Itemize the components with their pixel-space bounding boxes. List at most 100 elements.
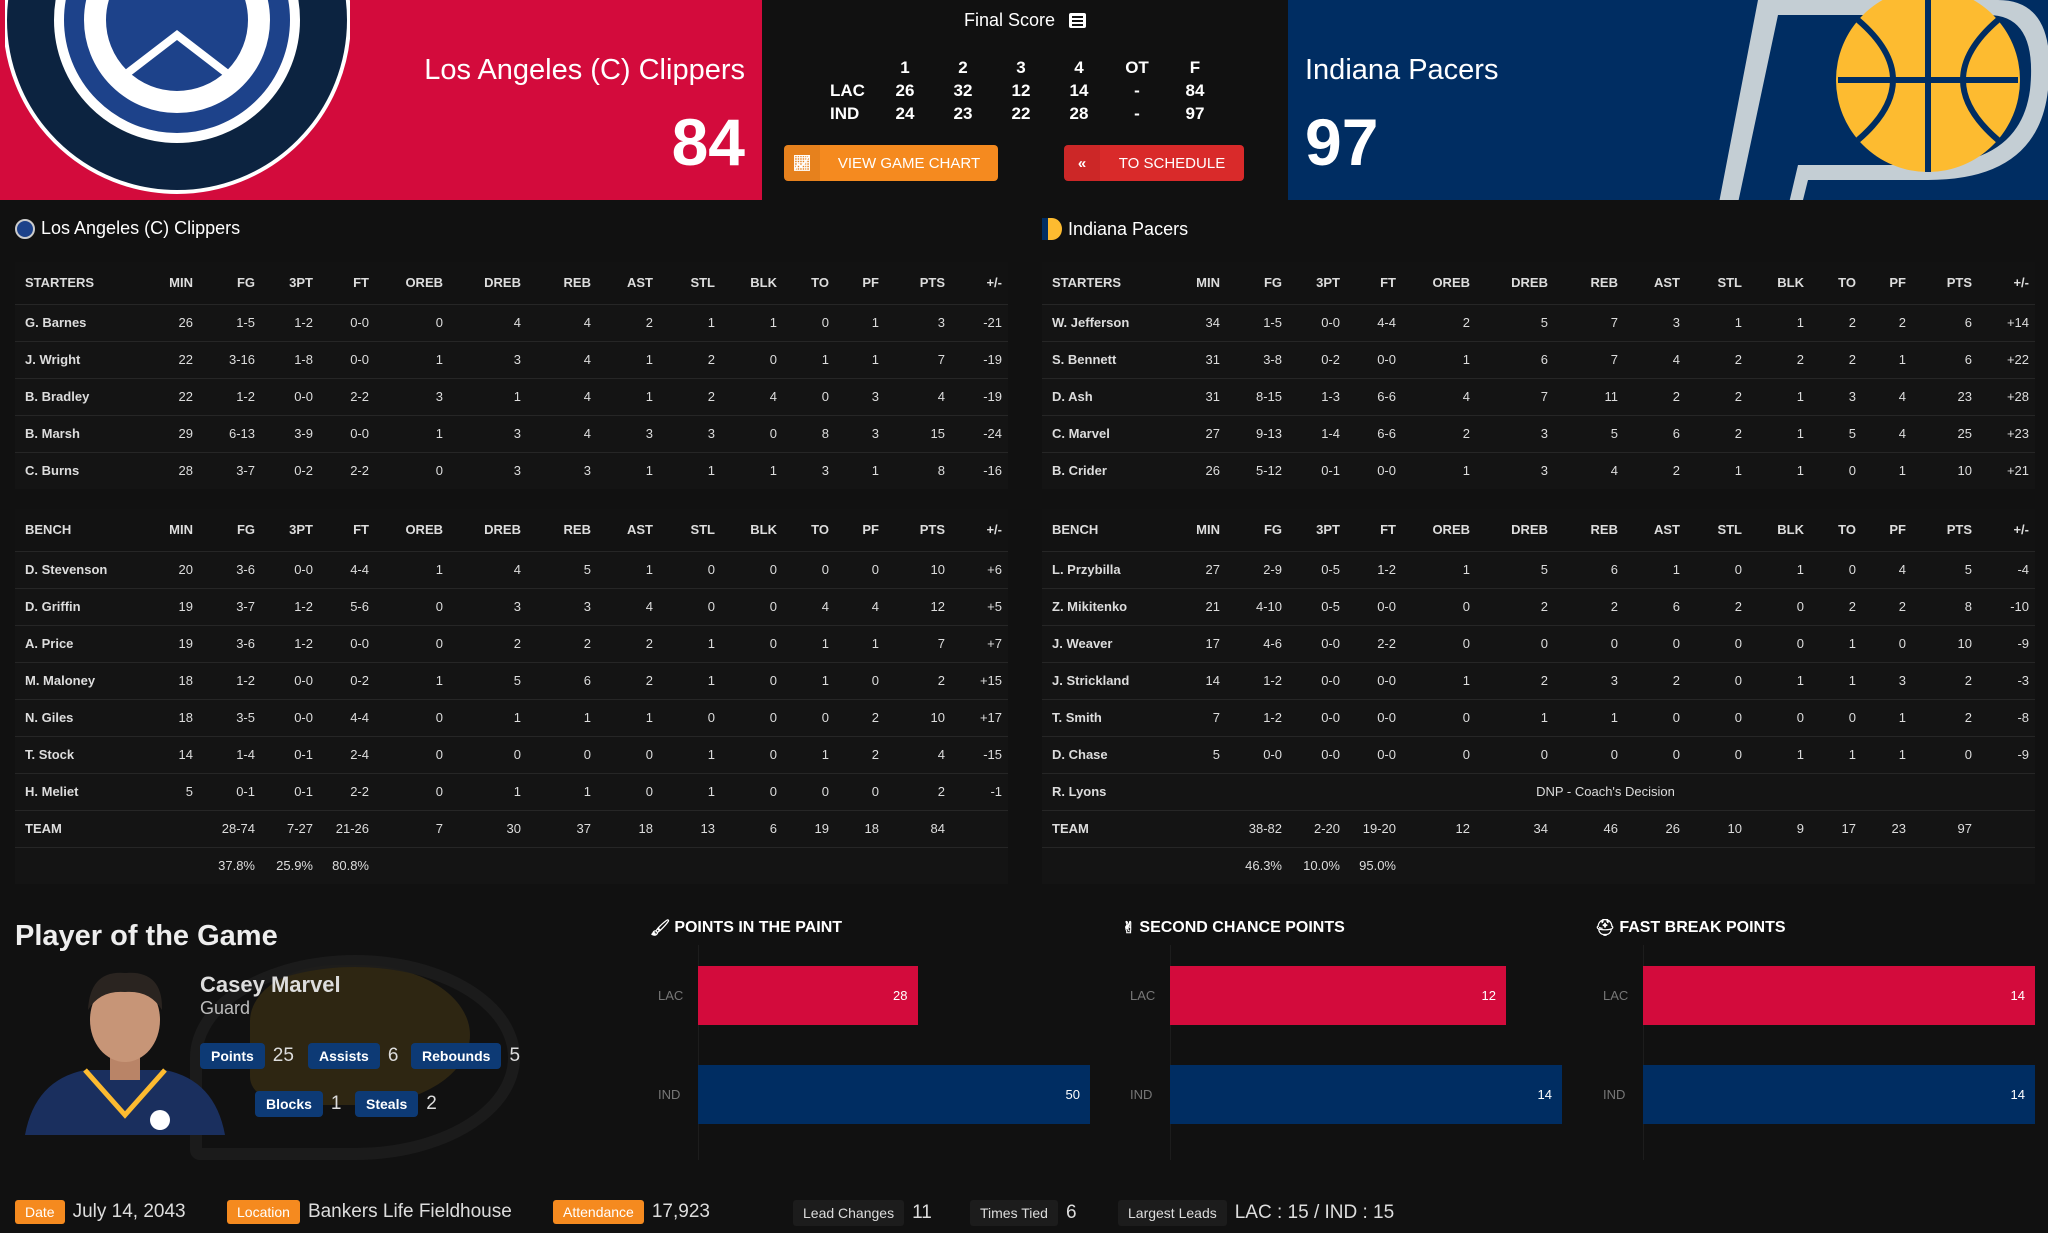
column-header: TO: [1810, 262, 1862, 304]
stat-cell: 6: [1554, 550, 1624, 588]
stat-cell: 0: [1810, 550, 1862, 588]
player-name[interactable]: Z. Mikitenko: [1042, 587, 1182, 625]
player-name[interactable]: J. Strickland: [1042, 661, 1182, 699]
stat-cell: 2: [1686, 340, 1748, 378]
stat-cell: 3-16: [199, 340, 261, 378]
score: 26: [895, 80, 915, 100]
score: 22: [1011, 103, 1031, 123]
stat-cell: 10: [1912, 624, 1978, 662]
stat-cell: -16: [951, 451, 1008, 489]
column-header: TO: [1810, 509, 1862, 551]
attendance-value: 17,923: [651, 1201, 710, 1222]
column-header: OREB: [375, 509, 449, 551]
stat-cell: 1-5: [199, 303, 261, 341]
team-percentages-row: 46.3% 10.0% 95.0%: [1042, 846, 2035, 884]
player-name[interactable]: L. Przybilla: [1042, 550, 1182, 588]
stat-cell: 2-9: [1226, 550, 1288, 588]
player-name[interactable]: G. Barnes: [15, 303, 155, 341]
stat-cell: 5: [1182, 735, 1226, 773]
stat-cell: 1: [835, 303, 885, 341]
stat-cell: 46: [1554, 809, 1624, 847]
stat-cell: 2: [659, 340, 721, 378]
stat-cell: 0-0: [319, 624, 375, 662]
stat-cell: 1: [375, 414, 449, 452]
stat-cell: 25.9%: [261, 846, 319, 884]
stat-cell: 2: [1476, 661, 1554, 699]
stat-cell: 9: [1748, 809, 1810, 847]
player-name[interactable]: T. Smith: [1042, 698, 1182, 736]
stat-cell: 2: [885, 661, 951, 699]
stat-cell: 1: [1748, 414, 1810, 452]
player-name[interactable]: [1042, 846, 1182, 884]
player-row: G. Barnes 26 1-5 1-2 0-0 0 4 4 2 1 1 0 1 3 -21: [15, 303, 1008, 341]
stat-cell: 1: [597, 377, 659, 415]
footer-date: Date July 14, 2043: [15, 1200, 186, 1224]
away-boxscore-table: STARTERS MIN FG 3PT FT OREB DREB REB AST STL BLK TO…: [1042, 262, 2035, 884]
player-name[interactable]: H. Meliet: [15, 772, 155, 810]
stat-cell: 4-10: [1226, 587, 1288, 625]
stat-cell: 1: [659, 661, 721, 699]
stat-cell: 0-1: [261, 772, 319, 810]
score: -: [1134, 103, 1140, 123]
stat-cell: 46.3%: [1226, 846, 1288, 884]
player-name[interactable]: B. Crider: [1042, 451, 1182, 489]
stat-cell: 0: [1686, 550, 1748, 588]
chart-axis: [1643, 945, 1644, 1160]
stat-cell: +15: [951, 661, 1008, 699]
player-name[interactable]: M. Maloney: [15, 661, 155, 699]
column-header: STL: [1686, 262, 1748, 304]
stat-cell: [783, 846, 835, 884]
player-name[interactable]: D. Griffin: [15, 587, 155, 625]
stat-cell: [1748, 846, 1810, 884]
stat-cell: 1: [375, 340, 449, 378]
player-name[interactable]: A. Price: [15, 624, 155, 662]
table-header-row: STARTERS MIN FG 3PT FT OREB DREB REB AST STL BLK TO…: [15, 262, 1008, 304]
player-name[interactable]: B. Bradley: [15, 377, 155, 415]
player-name[interactable]: W. Jefferson: [1042, 303, 1182, 341]
stat-cell: +7: [951, 624, 1008, 662]
stat-cell: 3: [527, 587, 597, 625]
player-row: T. Stock 14 1-4 0-1 2-4 0 0 0 0 1 0 1 2 4 -15: [15, 735, 1008, 773]
stat-cell: 23: [1912, 377, 1978, 415]
helmet-icon: ⛑︎: [1595, 920, 1616, 937]
stat-cell: 0: [1686, 624, 1748, 662]
player-name[interactable]: TEAM: [1042, 809, 1182, 847]
player-name[interactable]: D. Stevenson: [15, 550, 155, 588]
list-icon[interactable]: [1069, 13, 1087, 28]
player-name[interactable]: T. Stock: [15, 735, 155, 773]
player-name[interactable]: J. Wright: [15, 340, 155, 378]
stat-cell: 4: [885, 735, 951, 773]
player-name[interactable]: TEAM: [15, 809, 155, 847]
stat-cell: 5: [1554, 414, 1624, 452]
stat-cell: -8: [1978, 698, 2035, 736]
stat-cell: 1: [1402, 451, 1476, 489]
view-game-chart-button[interactable]: 📈︎ VIEW GAME CHART: [784, 145, 998, 181]
player-name[interactable]: N. Giles: [15, 698, 155, 736]
column-header: FG: [199, 262, 261, 304]
player-name[interactable]: [15, 846, 155, 884]
stat-cell: 0-0: [1346, 661, 1402, 699]
column-header: MIN: [1182, 509, 1226, 551]
stat-cell: 95.0%: [1346, 846, 1402, 884]
player-name[interactable]: B. Marsh: [15, 414, 155, 452]
dnp-row: R. Lyons DNP - Coach's Decision: [1042, 772, 2035, 810]
stat-cell: 4: [1554, 451, 1624, 489]
player-name[interactable]: D. Ash: [1042, 377, 1182, 415]
player-name[interactable]: J. Weaver: [1042, 624, 1182, 662]
away-boxscore-team-name: Indiana Pacers: [1068, 218, 1189, 239]
to-schedule-button[interactable]: « TO SCHEDULE: [1064, 145, 1244, 181]
player-name[interactable]: S. Bennett: [1042, 340, 1182, 378]
player-name[interactable]: C. Marvel: [1042, 414, 1182, 452]
player-row: B. Marsh 29 6-13 3-9 0-0 1 3 4 3 3 0 8 3 15 -24: [15, 414, 1008, 452]
stat-cell: -10: [1978, 587, 2035, 625]
player-name[interactable]: C. Burns: [15, 451, 155, 489]
stat-cell: 2: [1912, 698, 1978, 736]
player-name[interactable]: D. Chase: [1042, 735, 1182, 773]
stat-cell: 4: [527, 377, 597, 415]
stat-cell: 4: [1402, 377, 1476, 415]
stat-cell: 1: [1686, 451, 1748, 489]
stat-cell: 0: [721, 698, 783, 736]
player-name[interactable]: R. Lyons: [1042, 772, 1182, 810]
stat-cell: 1: [783, 661, 835, 699]
stat-cell: 2-2: [1346, 624, 1402, 662]
